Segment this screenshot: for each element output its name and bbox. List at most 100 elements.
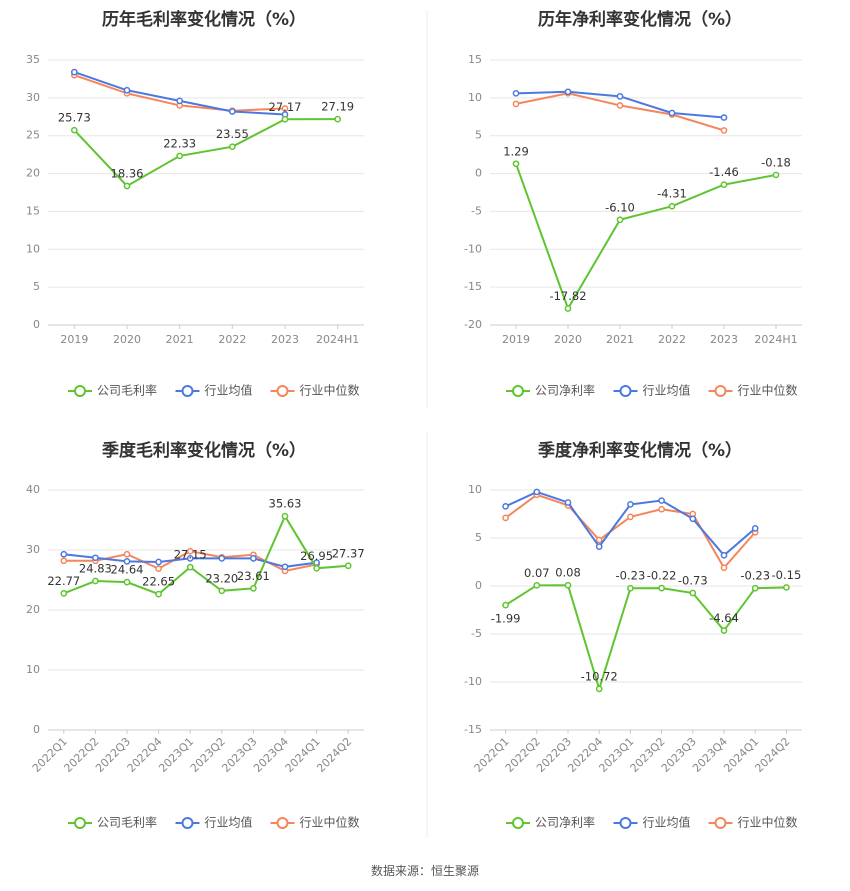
chart4-series-2-point <box>627 513 634 521</box>
chart1-series-1-point <box>70 68 78 76</box>
chart2-y-tick-label: -15 <box>464 280 482 293</box>
chart2-series-0-point <box>720 181 728 188</box>
chart4-data-label: -0.73 <box>678 574 708 588</box>
chart4-title: 季度净利率变化情况（%） <box>538 440 742 461</box>
chart2-series-0-point <box>616 216 624 224</box>
chart1-x-tick-label: 2024H1 <box>316 333 359 346</box>
chart3-y-tick-label: 20 <box>26 603 40 616</box>
chart1-x-tick-label: 2023 <box>271 333 299 346</box>
chart2-x-tick-label: 2020 <box>554 333 582 346</box>
chart4-series-2-point <box>720 564 728 572</box>
chart4-series-1-point <box>627 501 634 508</box>
chart3-series-2-point <box>60 557 68 565</box>
chart1-legend-marker-icon <box>74 385 86 397</box>
chart2-legend-label: 行业中位数 <box>738 383 798 398</box>
chart3-title: 季度毛利率变化情况（%） <box>102 440 306 461</box>
chart4-series-line-0 <box>505 584 787 693</box>
chart2-data-label: 1.29 <box>503 144 529 158</box>
chart1-y-tick-label: 25 <box>26 129 40 142</box>
chart2-y-tick-label: -20 <box>464 318 482 331</box>
chart1-series-0-point <box>281 115 289 123</box>
chart3-legend-label: 公司毛利率 <box>97 815 157 830</box>
chart2-x-tick-label: 2021 <box>606 333 634 346</box>
chart4-series-0-point <box>502 601 509 609</box>
chart4-series-0-point <box>595 685 603 693</box>
chart3-series-2-point <box>123 550 131 558</box>
chart2-legend-label: 公司净利率 <box>535 383 595 398</box>
chart3-data-label: 23.61 <box>237 569 270 583</box>
chart4-legend-label: 行业中位数 <box>738 815 798 830</box>
chart1-y-tick-label: 0 <box>33 318 40 331</box>
chart4-series-1-point <box>502 502 509 510</box>
chart1-data-label: 27.17 <box>269 100 302 114</box>
chart1-series-1-point <box>228 108 236 115</box>
chart1-data-label: 18.36 <box>111 166 144 180</box>
chart4-series-0-point <box>689 589 697 597</box>
chart2-series-1-point <box>512 89 520 97</box>
chart2-y-tick-label: -5 <box>471 204 482 217</box>
chart2-data-label: -1.46 <box>709 165 739 179</box>
chart2-data-label: -0.18 <box>761 155 791 169</box>
chart4-y-tick-label: 5 <box>475 531 482 544</box>
chart3-legend-label: 行业中位数 <box>300 815 360 830</box>
chart2-x-tick-label: 2019 <box>502 333 530 346</box>
chart4-y-tick-label: 10 <box>468 483 482 496</box>
chart3-legend-marker-icon <box>74 817 86 829</box>
chart4-data-label: 0.07 <box>524 566 550 580</box>
chart2-series-0-point <box>772 171 780 179</box>
chart3-series-0-point <box>123 578 131 586</box>
chart2-x-tick-label: 2024H1 <box>754 333 797 346</box>
chart4-legend-label: 行业均值 <box>643 815 691 830</box>
chart2-data-label: -6.10 <box>605 200 635 214</box>
chart4-y-tick-label: -15 <box>464 723 482 736</box>
chart4-x-tick-label: 2024Q2 <box>752 735 792 775</box>
chart1-legend-marker-icon <box>276 385 289 397</box>
chart3-series-0-point <box>313 564 320 572</box>
chart4-series-1-point <box>595 543 603 550</box>
chart2-x-tick-label: 2023 <box>710 333 738 346</box>
chart2-series-2-point <box>720 127 728 134</box>
chart4-data-label: -0.22 <box>647 569 677 583</box>
chart3-series-0-point <box>60 590 68 597</box>
chart3-series-0-point <box>250 584 257 592</box>
chart3-series-0-point <box>344 562 352 570</box>
chart3-y-tick-label: 40 <box>26 483 40 496</box>
chart3-series-1-point <box>92 554 99 562</box>
chart4-y-tick-label: 0 <box>475 579 482 592</box>
chart1-series-0-point <box>176 152 184 160</box>
chart3-x-tick-label: 2024Q2 <box>314 735 354 775</box>
chart1-data-label: 27.19 <box>321 100 354 114</box>
chart1-x-tick-label: 2019 <box>60 333 88 346</box>
chart1-y-tick-label: 5 <box>33 280 40 293</box>
chart2-series-1-point <box>720 114 728 121</box>
chart1-series-0-point <box>123 182 131 190</box>
chart4-data-label: -1.99 <box>491 612 521 626</box>
chart4-series-1-point <box>689 515 697 523</box>
chart3-data-label: 24.83 <box>79 562 112 576</box>
chart2-legend-marker-icon <box>714 385 727 397</box>
chart1-series-0-point <box>334 115 342 123</box>
chart2-series-2-point <box>616 102 624 109</box>
chart3-y-tick-label: 30 <box>26 543 40 556</box>
chart3-series-0-point <box>186 563 194 571</box>
chart2-legend-label: 行业均值 <box>643 383 691 398</box>
chart2-y-tick-label: 0 <box>475 167 482 180</box>
chart1-x-tick-label: 2020 <box>113 333 141 346</box>
chart1-x-tick-label: 2022 <box>218 333 246 346</box>
chart4-data-label: -0.15 <box>772 568 802 582</box>
chart4-series-2-point <box>502 514 509 522</box>
chart4-legend-marker-icon <box>714 817 727 829</box>
chart2-legend-marker-icon <box>512 385 524 397</box>
chart1-y-tick-label: 15 <box>26 204 40 217</box>
chart2-x-tick-label: 2022 <box>658 333 686 346</box>
chart1-series-1-point <box>176 97 184 105</box>
chart1-series-0-point <box>70 126 78 134</box>
chart3-series-1-point <box>155 558 162 566</box>
chart3-data-label: 22.77 <box>47 574 80 588</box>
chart4-data-label: -0.23 <box>740 569 770 583</box>
chart2-series-2-point <box>512 100 520 108</box>
chart4-legend-label: 公司净利率 <box>535 815 595 830</box>
chart1-legend-label: 公司毛利率 <box>97 383 157 398</box>
chart3-series-0-point <box>155 590 162 598</box>
chart4-legend-marker-icon <box>619 817 632 829</box>
